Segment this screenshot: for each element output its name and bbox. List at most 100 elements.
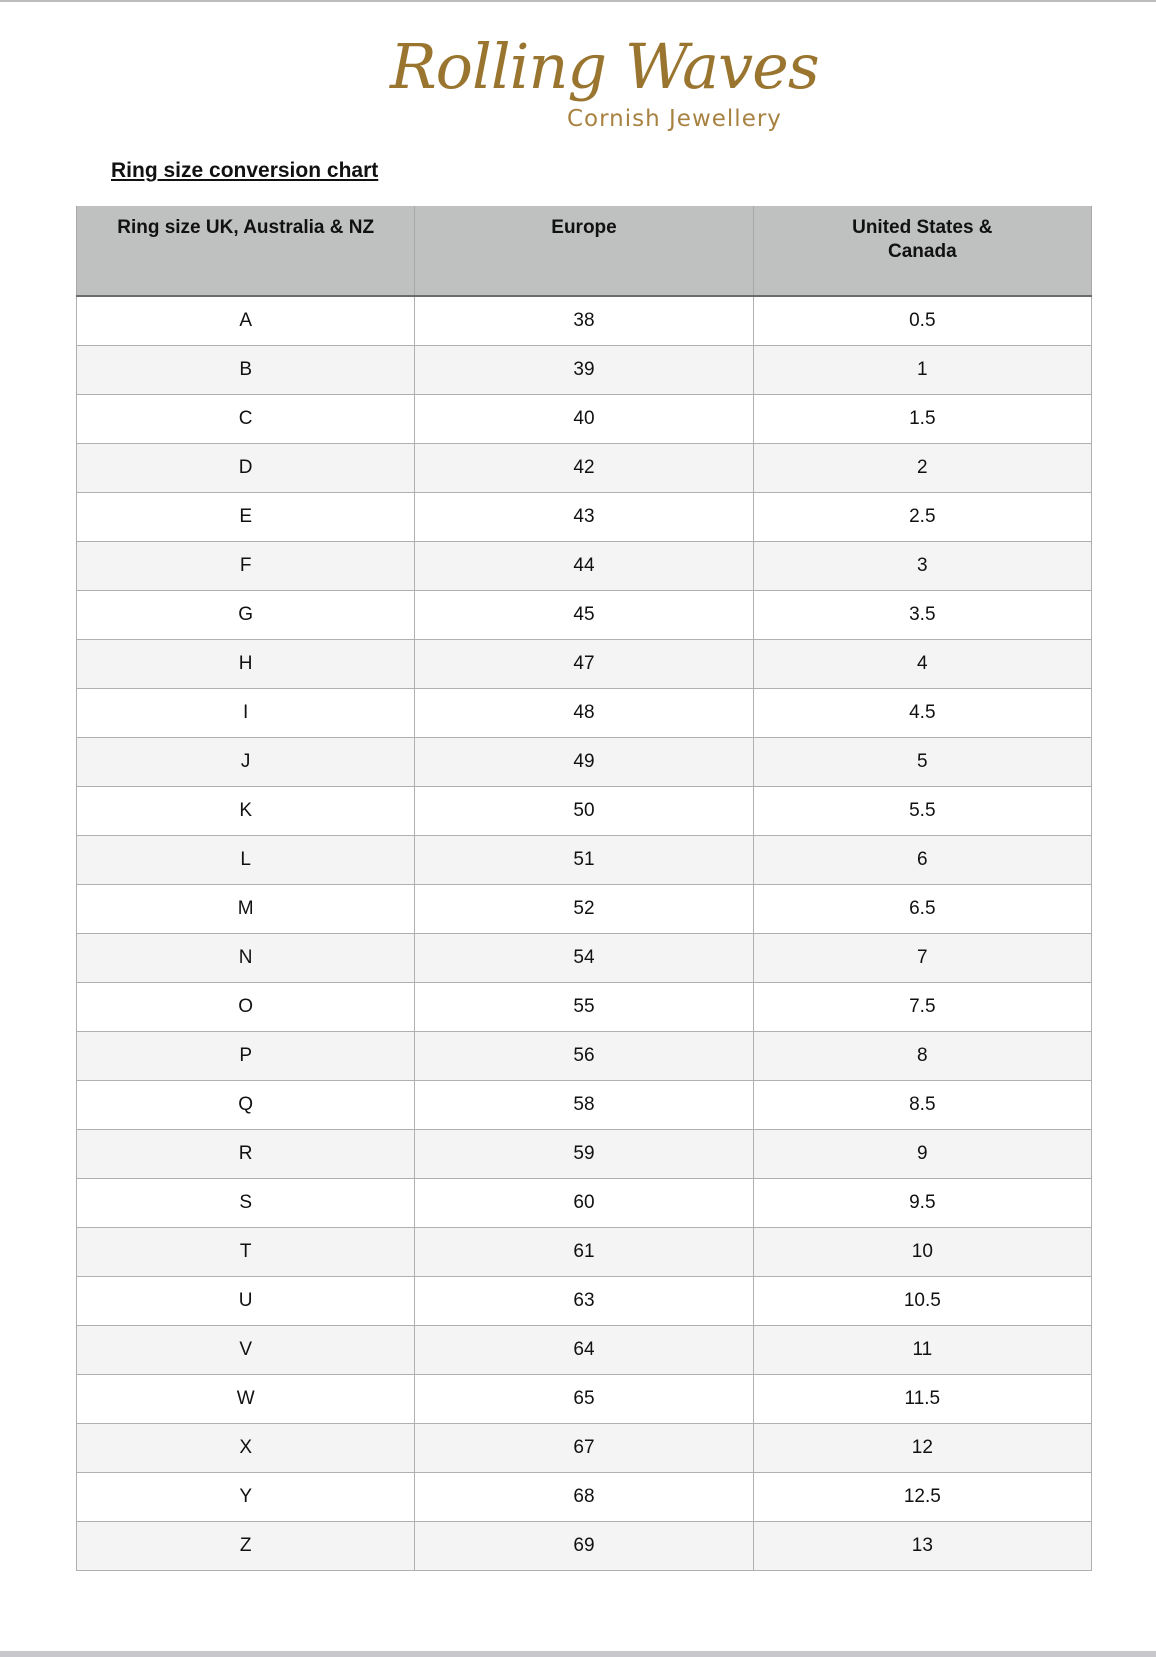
cell-europe-size: 45 [414,590,754,640]
cell-europe-size: 68 [414,1472,754,1522]
cell-europe-size: 59 [414,1129,754,1179]
logo-wordmark: Rolling Waves [390,30,820,103]
cell-europe-size: 43 [414,492,754,542]
table-row: C 40 1.5 [75,394,1093,444]
table-row: A 38 0.5 [75,295,1093,346]
table-row: E 43 2.5 [75,492,1093,542]
header-us-canada-label: United States & Canada [852,217,993,262]
table-row: G 45 3.5 [75,590,1093,640]
cell-uk-size: T [75,1227,416,1277]
cell-us-size: 10 [752,1227,1093,1277]
cell-us-size: 9 [752,1129,1093,1179]
cell-uk-size: U [75,1276,416,1326]
table-row: Y 68 12.5 [75,1472,1093,1522]
table-row: H 47 4 [75,639,1093,689]
cell-uk-size: W [75,1374,416,1424]
cell-us-size: 4.5 [752,688,1093,738]
cell-europe-size: 69 [414,1521,754,1571]
cell-uk-size: B [75,345,416,395]
cell-europe-size: 54 [414,933,754,983]
cell-uk-size: N [75,933,416,983]
cell-us-size: 13 [752,1521,1093,1571]
cell-europe-size: 55 [414,982,754,1032]
ring-size-table: Ring size UK, Australia & NZ Europe Unit… [75,206,1093,1571]
cell-uk-size: R [75,1129,416,1179]
cell-uk-size: H [75,639,416,689]
page-title: Ring size conversion chart [111,159,379,182]
table-row: I 48 4.5 [75,688,1093,738]
table-row: R 59 9 [75,1129,1093,1179]
cell-europe-size: 44 [414,541,754,591]
cell-europe-size: 50 [414,786,754,836]
table-row: U 63 10.5 [75,1276,1093,1326]
page-bottom-border [0,1651,1156,1657]
cell-uk-size: J [75,737,416,787]
table-body: A 38 0.5 B 39 1 C 40 1.5 D 42 2 E 43 2.5 F 44 3 G 45 3.5 H 47 4… [75,295,1093,1571]
table-row: B 39 1 [75,345,1093,395]
cell-us-size: 1 [752,345,1093,395]
table-row: V 64 11 [75,1325,1093,1375]
cell-europe-size: 65 [414,1374,754,1424]
page-top-border [0,0,1156,2]
cell-us-size: 12 [752,1423,1093,1473]
table-row: L 51 6 [75,835,1093,885]
cell-uk-size: C [75,394,416,444]
table-row: P 56 8 [75,1031,1093,1081]
cell-uk-size: F [75,541,416,591]
cell-europe-size: 51 [414,835,754,885]
cell-uk-size: Q [75,1080,416,1130]
cell-uk-size: P [75,1031,416,1081]
cell-us-size: 9.5 [752,1178,1093,1228]
cell-us-size: 8.5 [752,1080,1093,1130]
table-header-row: Ring size UK, Australia & NZ Europe Unit… [75,206,1093,297]
cell-uk-size: L [75,835,416,885]
cell-uk-size: G [75,590,416,640]
cell-uk-size: A [75,295,416,346]
cell-europe-size: 60 [414,1178,754,1228]
cell-us-size: 0.5 [752,295,1093,346]
cell-us-size: 1.5 [752,394,1093,444]
cell-uk-size: S [75,1178,416,1228]
cell-us-size: 2.5 [752,492,1093,542]
table-row: W 65 11.5 [75,1374,1093,1424]
cell-us-size: 7 [752,933,1093,983]
header-us-canada: United States & Canada [752,206,1093,297]
cell-europe-size: 38 [414,295,754,346]
cell-uk-size: X [75,1423,416,1473]
cell-uk-size: I [75,688,416,738]
cell-uk-size: V [75,1325,416,1375]
cell-europe-size: 52 [414,884,754,934]
cell-uk-size: M [75,884,416,934]
cell-europe-size: 49 [414,737,754,787]
logo-tagline: Cornish Jewellery [567,106,782,132]
cell-us-size: 8 [752,1031,1093,1081]
table-row: K 50 5.5 [75,786,1093,836]
table-row: Z 69 13 [75,1521,1093,1571]
table-row: F 44 3 [75,541,1093,591]
cell-us-size: 2 [752,443,1093,493]
cell-us-size: 6 [752,835,1093,885]
cell-europe-size: 61 [414,1227,754,1277]
header-uk: Ring size UK, Australia & NZ [75,206,416,297]
cell-uk-size: Y [75,1472,416,1522]
cell-europe-size: 42 [414,443,754,493]
table-row: S 60 9.5 [75,1178,1093,1228]
cell-us-size: 5 [752,737,1093,787]
cell-europe-size: 39 [414,345,754,395]
cell-us-size: 10.5 [752,1276,1093,1326]
cell-europe-size: 56 [414,1031,754,1081]
cell-us-size: 7.5 [752,982,1093,1032]
cell-us-size: 11 [752,1325,1093,1375]
cell-us-size: 3 [752,541,1093,591]
cell-uk-size: E [75,492,416,542]
table-row: X 67 12 [75,1423,1093,1473]
cell-europe-size: 64 [414,1325,754,1375]
cell-europe-size: 48 [414,688,754,738]
cell-us-size: 3.5 [752,590,1093,640]
table-row: T 61 10 [75,1227,1093,1277]
table-row: Q 58 8.5 [75,1080,1093,1130]
table-row: N 54 7 [75,933,1093,983]
cell-us-size: 6.5 [752,884,1093,934]
cell-europe-size: 40 [414,394,754,444]
cell-uk-size: K [75,786,416,836]
